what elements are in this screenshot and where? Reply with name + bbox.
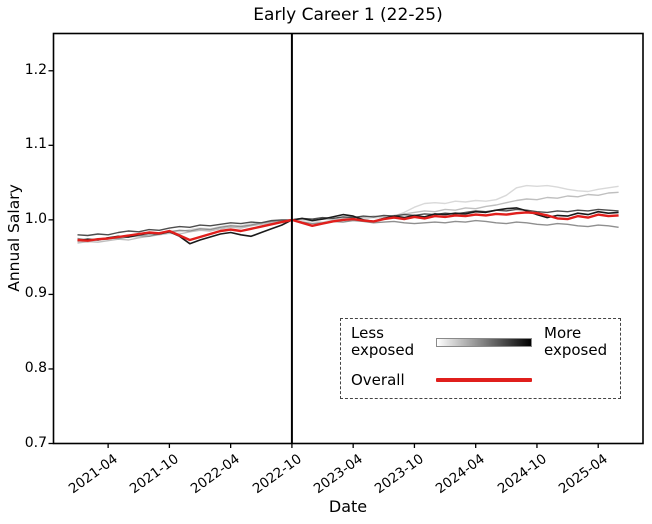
chart-title: Early Career 1 (22-25) [253,5,443,25]
y-tick-label: 0.9 [24,285,47,302]
legend-box: Less exposed More exposed Overall [340,318,621,399]
y-tick-label: 1.2 [24,61,47,78]
legend-overall-row: Overall [351,370,612,389]
y-tick-label: 1.1 [24,136,47,153]
x-axis-label: Date [328,497,368,516]
y-tick-label: 0.7 [24,434,47,451]
overall-line-swatch [436,378,532,383]
series-line-overall [77,211,619,242]
exposure-gradient-bar [436,337,532,347]
y-tick-label: 0.8 [24,359,47,376]
legend-more-exposed-label: More exposed [544,324,608,360]
y-tick-label: 1.0 [24,210,47,227]
legend-less-exposed-label: Less exposed [351,324,415,360]
series-line-more-exposed-quintile-4 [77,208,619,237]
plot-border [52,32,644,445]
legend-exposure-row: Less exposed More exposed [351,324,612,360]
legend-overall-label: Overall [351,370,405,389]
